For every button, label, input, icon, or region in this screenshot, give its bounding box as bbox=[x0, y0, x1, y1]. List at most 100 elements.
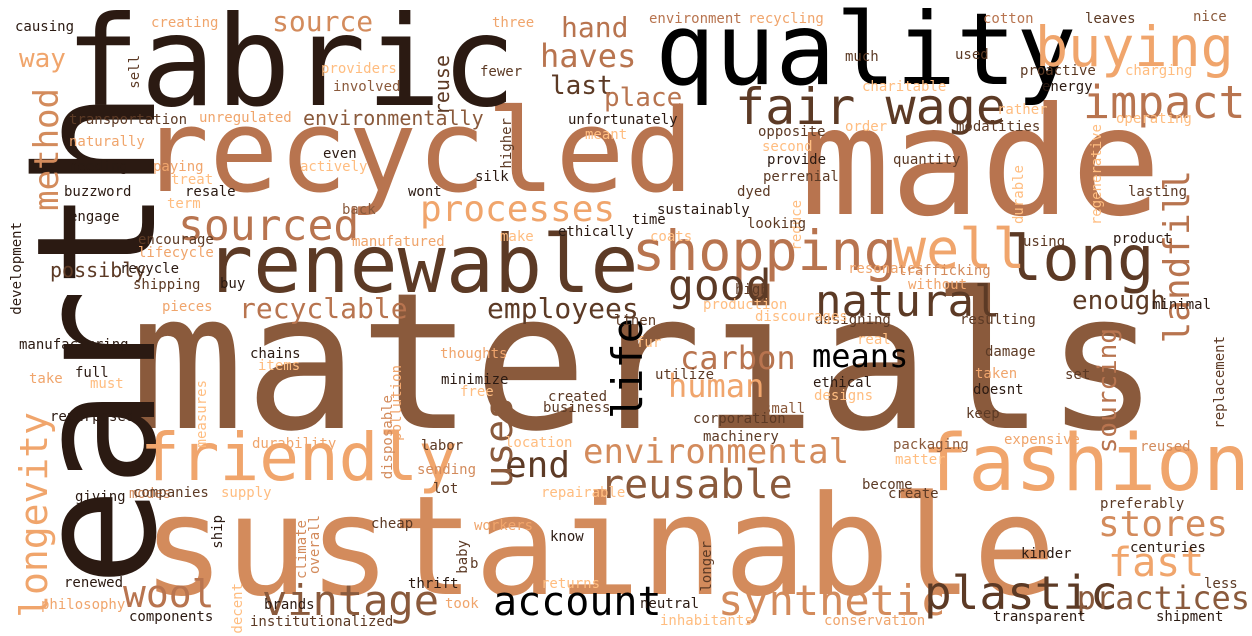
word-disposable: disposable bbox=[380, 395, 396, 480]
word-become: become bbox=[862, 477, 913, 493]
word-reusable: reusable bbox=[600, 462, 793, 508]
word-environmental: environmental bbox=[583, 432, 850, 472]
word-recyclable: recyclable bbox=[239, 292, 408, 325]
word-naturally: naturally bbox=[69, 134, 145, 150]
word-end: end bbox=[505, 445, 571, 486]
word-used: used bbox=[955, 47, 989, 63]
word-fast: fast bbox=[1108, 540, 1205, 586]
word-corporation: corporation bbox=[693, 411, 786, 427]
word-development: development bbox=[9, 222, 25, 315]
word-less: less bbox=[1204, 576, 1238, 592]
word-resonates: resonates bbox=[848, 261, 924, 277]
word-matter: matter bbox=[895, 452, 946, 468]
word-doesnt: doesnt bbox=[973, 382, 1024, 398]
word-damage: damage bbox=[985, 344, 1036, 360]
word-chains: chains bbox=[250, 346, 301, 362]
word-small: small bbox=[763, 401, 806, 417]
word-even: even bbox=[323, 146, 357, 162]
word-employees: employees bbox=[487, 292, 639, 325]
word-needing: needing bbox=[69, 159, 129, 175]
word-enough: enough bbox=[1072, 286, 1166, 316]
word-buying: buying bbox=[1035, 15, 1234, 79]
word-treat: treat bbox=[171, 172, 214, 188]
word-b: b bbox=[470, 556, 479, 572]
word-meant: meant bbox=[585, 127, 628, 143]
word-sourced: sourced bbox=[178, 201, 360, 251]
word-recycled: recycled bbox=[140, 85, 694, 219]
word-components: components bbox=[129, 609, 214, 625]
word-lifecycle: lifecycle bbox=[138, 245, 214, 261]
word-brands: brands bbox=[264, 597, 315, 613]
word-providers: providers bbox=[321, 61, 397, 77]
word-longevity: longevity bbox=[12, 412, 56, 618]
word-friendly: friendly bbox=[140, 419, 458, 496]
word-environmentally: environmentally bbox=[303, 106, 484, 130]
word-fashion: fashion bbox=[921, 419, 1250, 509]
word-energy: energy bbox=[1042, 79, 1093, 95]
word-giving: giving bbox=[75, 489, 126, 505]
word-measures: measures bbox=[194, 380, 210, 448]
word-fair-wage: fair wage bbox=[735, 78, 1006, 136]
word-baby: baby bbox=[455, 540, 471, 574]
word-recycle: recycle bbox=[120, 261, 180, 277]
word-fewer: fewer bbox=[480, 64, 523, 80]
word-back: back bbox=[342, 202, 376, 218]
word-last: last bbox=[550, 71, 613, 101]
word-shipping: shipping bbox=[133, 277, 201, 293]
word-fabric: fabric bbox=[65, 0, 517, 135]
word-buzzword: buzzword bbox=[64, 184, 132, 200]
word-ship: ship bbox=[210, 515, 226, 549]
word-life: life bbox=[603, 318, 652, 420]
word-opposite: opposite bbox=[758, 124, 826, 140]
word-higher: higher bbox=[499, 118, 515, 169]
word-created: created bbox=[548, 389, 608, 405]
word-well: well bbox=[893, 217, 1026, 281]
word-minimal: minimal bbox=[1152, 297, 1212, 313]
word-expensive: expensive bbox=[1004, 432, 1080, 448]
word-recycling: recycling bbox=[748, 11, 824, 27]
word-items: items bbox=[258, 358, 301, 374]
word-pieces: pieces bbox=[162, 299, 213, 315]
word-create: create bbox=[888, 486, 939, 502]
word-taken: taken bbox=[975, 366, 1018, 382]
word-environment: environment bbox=[649, 11, 742, 27]
word-renewed: renewed bbox=[64, 575, 124, 591]
word-transparent: transparent bbox=[993, 609, 1086, 625]
word-nice: nice bbox=[1193, 9, 1227, 25]
word-synthetic: synthetic bbox=[718, 576, 946, 625]
word-keep: keep bbox=[966, 406, 1000, 422]
word-rather: rather bbox=[997, 102, 1048, 118]
word-supply: supply bbox=[221, 485, 272, 501]
word-unfortunately: unfortunately bbox=[568, 112, 678, 128]
word-stores: stores bbox=[1098, 504, 1229, 545]
word-location: location bbox=[505, 435, 573, 451]
word-took: took bbox=[445, 596, 479, 612]
word-free: free bbox=[460, 384, 494, 400]
word-longer: longer bbox=[699, 541, 715, 592]
word-returns: returns bbox=[541, 576, 601, 592]
word-durable: durable bbox=[1011, 165, 1027, 225]
word-discourages: discourages bbox=[755, 309, 848, 325]
word-preferably: preferably bbox=[1100, 496, 1185, 512]
word-make: make bbox=[500, 229, 534, 245]
word-regenerative: regenerative bbox=[1089, 124, 1105, 226]
word-unregulated: unregulated bbox=[199, 110, 292, 126]
word-renewable: renewable bbox=[205, 218, 639, 311]
word-provide: provide bbox=[767, 152, 827, 168]
word-shopping: shopping bbox=[632, 219, 897, 283]
word-wont: wont bbox=[408, 184, 442, 200]
word-means: means bbox=[812, 337, 909, 375]
word-perrenial: perrenial bbox=[763, 169, 839, 185]
word-durability: durability bbox=[252, 436, 337, 452]
word-inhabitants: inhabitants bbox=[660, 613, 753, 629]
word-materials: materials bbox=[130, 252, 1160, 473]
word-fur: fur bbox=[636, 335, 662, 351]
word-take: take bbox=[29, 371, 63, 387]
word-neutral: neutral bbox=[640, 596, 700, 612]
word-modes: modes bbox=[129, 486, 172, 502]
word-resale: resale bbox=[185, 184, 236, 200]
word-real: real bbox=[857, 332, 891, 348]
word-lasting: lasting bbox=[1128, 184, 1188, 200]
word-sending: sending bbox=[417, 462, 477, 478]
